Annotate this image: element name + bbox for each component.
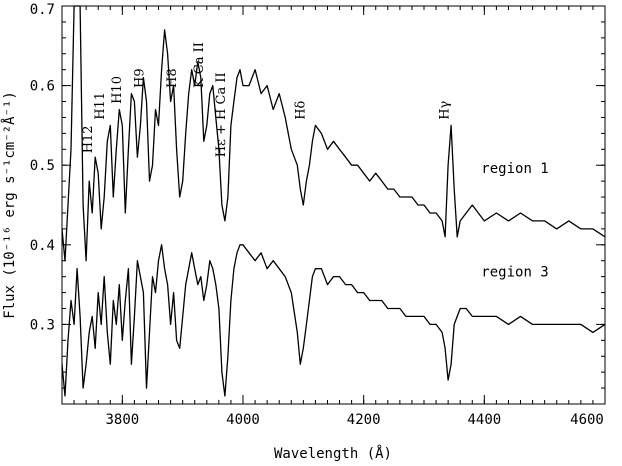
series-lines: [61, 5, 606, 397]
x-tick-label: 4200: [347, 412, 381, 428]
x-tick-label: 4000: [226, 412, 260, 428]
line-annotation: H11: [93, 92, 108, 120]
y-tick-label: 0.5: [30, 158, 55, 174]
y-axis-title: Flux (10⁻¹⁶ erg s⁻¹cm⁻²Å⁻¹): [1, 91, 18, 319]
y-tick-label: 0.7: [30, 2, 55, 18]
x-tick-label: 3800: [105, 412, 139, 428]
line-annotation: H9: [132, 68, 147, 88]
plot-frame: [61, 5, 606, 405]
minor-ticks: [61, 5, 606, 405]
y-tick-label: 0.3: [30, 317, 55, 333]
series-labels: region 1 region 3: [481, 161, 548, 280]
line-annotation: K Ca II: [192, 42, 207, 88]
series-line-2: [61, 244, 606, 397]
x-tick-label: 4600: [570, 412, 604, 428]
line-annotation: Hγ: [438, 100, 453, 119]
y-tick-label: 0.6: [30, 79, 55, 95]
line-annotation: Hδ: [294, 100, 309, 119]
x-tick-labels: 3800 4000 4200 4400 4600: [105, 412, 603, 428]
line-annotation: H10: [110, 76, 125, 104]
x-axis-title: Wavelength (Å): [274, 445, 392, 462]
region-label: region 3: [481, 265, 548, 281]
x-tick-label: 4400: [467, 412, 501, 428]
y-tick-label: 0.4: [30, 238, 55, 254]
y-tick-labels: 0.3 0.4 0.5 0.6 0.7: [30, 2, 55, 333]
region-label: region 1: [481, 161, 548, 177]
line-annotation: H8: [165, 68, 180, 88]
line-annotation: H12: [81, 125, 96, 153]
series-line-1: [61, 5, 606, 262]
line-annotation: Hε + H Ca II: [214, 72, 229, 157]
major-ticks: [62, 5, 606, 404]
